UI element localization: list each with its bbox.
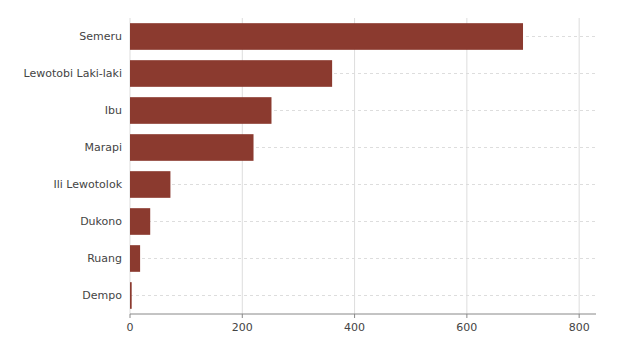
x-tick — [130, 314, 131, 318]
bar — [130, 282, 132, 309]
bar — [130, 208, 150, 235]
y-axis: Semeru Lewotobi Laki-laki Ibu Marapi Ili Lew… — [24, 30, 123, 302]
x-tick — [354, 314, 355, 318]
y-tick-label: Semeru — [79, 30, 122, 43]
chart: 0 200 400 600 800 Semeru Lewotobi Laki-laki Ibu… — [0, 0, 620, 348]
grid-line-y — [130, 258, 596, 259]
x-tick — [466, 314, 467, 318]
x-axis: 0 200 400 600 800 — [127, 314, 597, 334]
y-tick-label: Ibu — [105, 104, 122, 117]
grid-line-y — [130, 295, 596, 296]
bar — [130, 134, 254, 161]
grid — [130, 18, 596, 314]
x-tick — [579, 314, 580, 318]
y-tick-label: Lewotobi Laki-laki — [24, 67, 123, 80]
x-tick-label: 0 — [127, 321, 134, 334]
y-tick-label: Dukono — [80, 215, 122, 228]
x-tick-label: 800 — [569, 321, 590, 334]
grid-line-x — [354, 18, 355, 314]
grid-line-y — [130, 184, 596, 185]
grid-line-x — [579, 18, 580, 314]
y-tick-label: Ili Lewotolok — [54, 178, 123, 191]
bar — [130, 60, 332, 87]
x-tick — [242, 314, 243, 318]
bar — [130, 97, 271, 124]
y-tick-label: Dempo — [82, 289, 122, 302]
bar — [130, 245, 140, 272]
x-tick-label: 400 — [344, 321, 365, 334]
chart-container: 0 200 400 600 800 Semeru Lewotobi Laki-laki Ibu… — [0, 0, 620, 348]
grid-line-x — [466, 18, 467, 314]
y-tick-label: Ruang — [87, 252, 122, 265]
x-axis-line — [130, 314, 596, 315]
x-tick-label: 600 — [456, 321, 477, 334]
bar — [130, 171, 170, 198]
bars — [130, 23, 523, 309]
y-tick-label: Marapi — [84, 141, 122, 154]
bar — [130, 23, 523, 50]
x-tick-label: 200 — [232, 321, 253, 334]
grid-line-y — [130, 221, 596, 222]
